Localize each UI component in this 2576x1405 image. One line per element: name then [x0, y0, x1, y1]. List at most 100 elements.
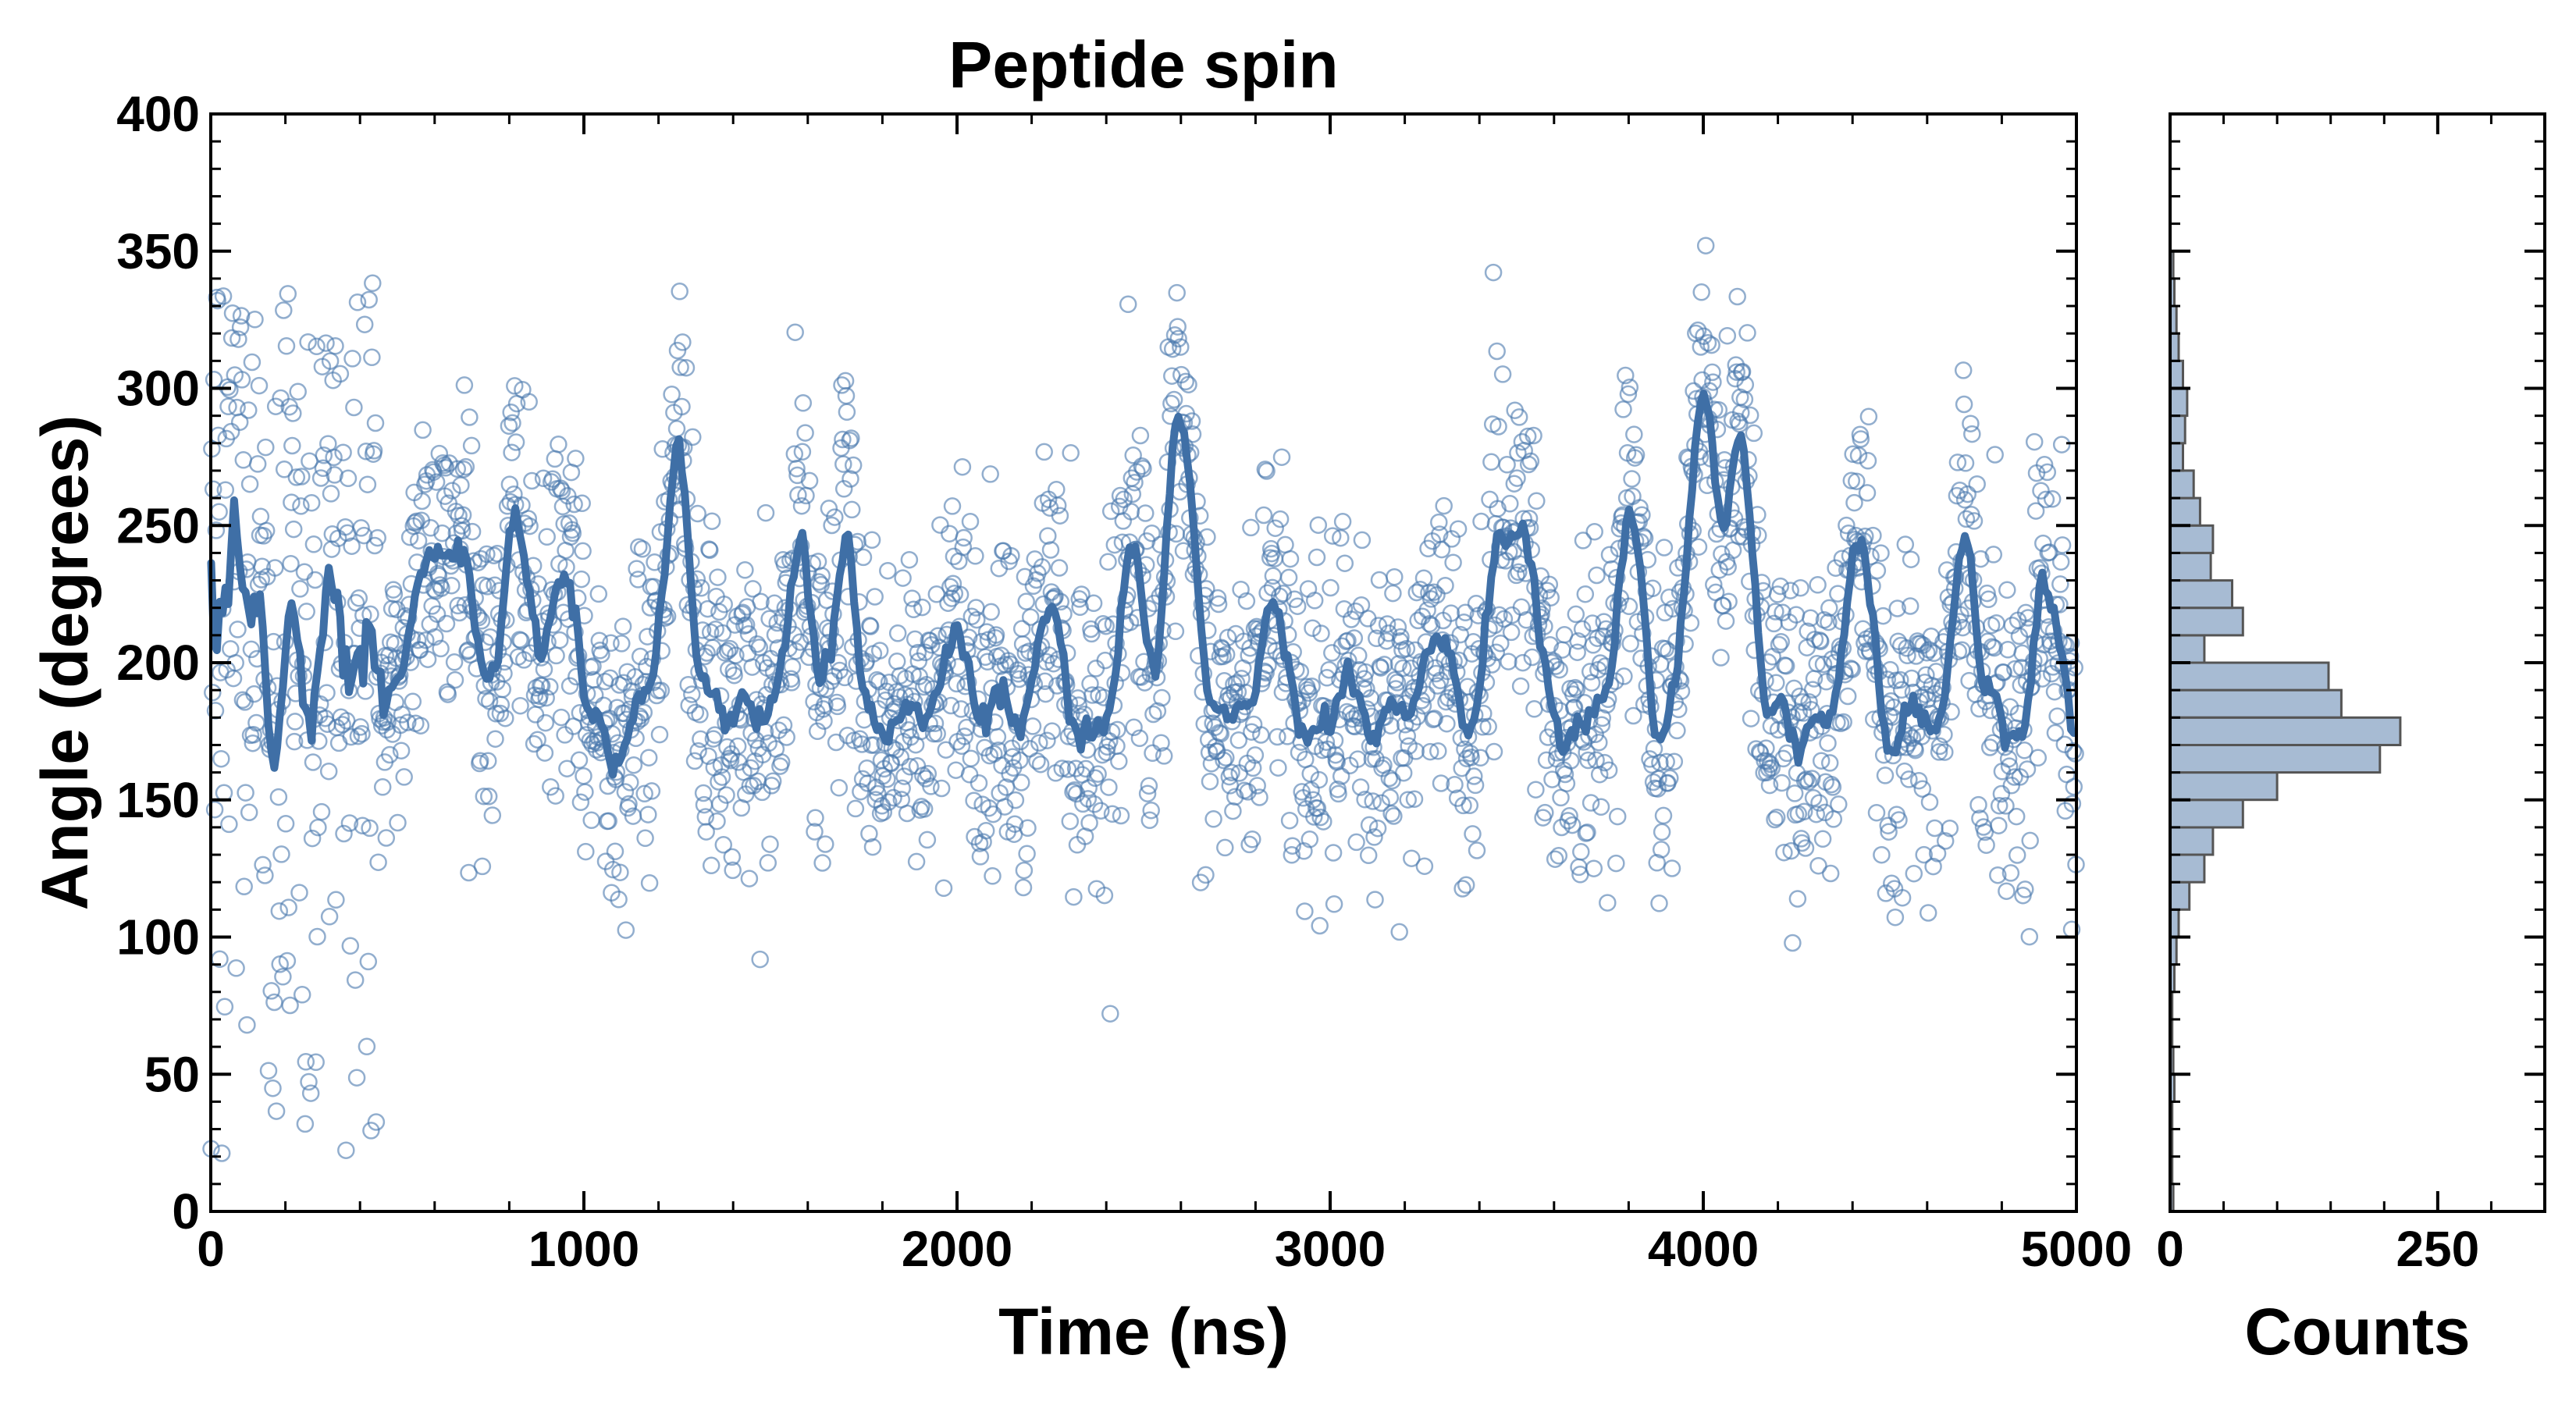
scatter-point [1080, 779, 1098, 797]
scatter-point [205, 800, 224, 819]
scatter-point [1819, 734, 1837, 752]
scatter-point [235, 877, 253, 896]
scatter-point [1256, 461, 1275, 478]
scatter-point [1258, 462, 1276, 480]
scatter-point [1592, 798, 1610, 816]
scatter-point [266, 559, 284, 577]
scatter-point [1084, 594, 1103, 613]
scatter-point [1443, 530, 1461, 548]
scatter-point [335, 824, 353, 843]
scatter-point [302, 493, 321, 512]
scatter-point [866, 588, 884, 606]
chart-title: Peptide spin [948, 28, 1338, 101]
scatter-point [219, 397, 237, 416]
scatter-point [256, 866, 274, 884]
scatter-point [1444, 553, 1462, 571]
scatter-point [792, 496, 811, 515]
scatter-point [550, 436, 568, 454]
scatter-point [1775, 843, 1793, 862]
scatter-point [301, 1084, 320, 1102]
scatter-point [433, 524, 451, 542]
scatter-point [359, 952, 378, 971]
scatter-point [1394, 763, 1413, 782]
scatter-point [1657, 752, 1675, 771]
scatter-point [500, 475, 519, 493]
scatter-point [635, 784, 653, 803]
scatter-point [1037, 685, 1055, 703]
scatter-point [2021, 831, 2039, 850]
scatter-point [1144, 744, 1162, 763]
scatter-point [629, 571, 647, 589]
scatter-point [827, 733, 845, 752]
scatter-point [377, 829, 396, 847]
scatter-point [1162, 394, 1180, 413]
scatter-point [2016, 742, 2033, 759]
scatter-point [284, 404, 302, 422]
scatter-point [212, 1144, 231, 1162]
scatter-point [445, 653, 464, 671]
scatter-point [1663, 859, 1681, 877]
scatter-point [253, 557, 271, 575]
scatter-point [1216, 838, 1234, 857]
scatter-point [1028, 752, 1046, 770]
scatter-point [220, 815, 238, 834]
scatter-point [297, 1053, 315, 1071]
scatter-point [552, 708, 571, 727]
scatter-point [1660, 589, 1678, 606]
scatter-point [1696, 237, 1715, 254]
scatter-point [1796, 839, 1815, 857]
scatter-point [1926, 819, 1944, 838]
scatter-point [1378, 615, 1397, 633]
scatter-point [748, 635, 767, 653]
scatter-point [1525, 426, 1542, 445]
scatter-point [1581, 663, 1599, 681]
scatter-point [1281, 550, 1300, 568]
scatter-point [1661, 769, 1679, 788]
scatter-point [1542, 589, 1560, 606]
histogram-bar [2169, 524, 2215, 554]
scatter-point [546, 450, 564, 468]
scatter-point [1229, 731, 1248, 749]
scatter-point [1864, 526, 1882, 545]
scatter-point [1006, 791, 1025, 809]
scatter-point [1514, 653, 1532, 672]
scatter-point [355, 315, 374, 333]
scatter-point [1928, 845, 1947, 863]
scatter-point [713, 768, 731, 786]
scatter-point [858, 759, 876, 777]
scatter-point [1703, 363, 1721, 382]
scatter-point [409, 532, 428, 550]
scatter-point [404, 692, 422, 711]
scatter-point [1651, 753, 1669, 772]
scatter-point [395, 768, 413, 786]
scatter-point [1692, 283, 1710, 301]
y-tick-label: 400 [116, 86, 200, 142]
scatter-point [413, 492, 431, 510]
scatter-point [674, 333, 692, 351]
scatter-point [1876, 767, 1895, 784]
scatter-point [624, 756, 643, 774]
scatter-point [381, 745, 399, 764]
scatter-point [534, 469, 553, 488]
scatter-point [1956, 454, 1975, 472]
scatter-point [1308, 548, 1326, 567]
scatter-point [1021, 608, 1040, 626]
scatter-point [292, 497, 310, 515]
scatter-point [939, 594, 957, 612]
scatter-point [507, 433, 525, 451]
histogram-bar [2169, 496, 2201, 527]
scatter-point [985, 745, 1003, 763]
scatter-point [1520, 509, 1539, 528]
scatter-point [1152, 734, 1170, 752]
scatter-point [1432, 540, 1451, 559]
scatter-point [699, 599, 717, 618]
scatter-point [1242, 518, 1260, 537]
scatter-point [2063, 795, 2082, 813]
scatter-point [233, 371, 251, 389]
scatter-point [1868, 561, 1887, 580]
scatter-point [248, 455, 267, 473]
scatter-point [1485, 742, 1503, 761]
scatter-point [1103, 805, 1122, 823]
scatter-point [1359, 610, 1377, 628]
scatter-point [1051, 592, 1070, 611]
